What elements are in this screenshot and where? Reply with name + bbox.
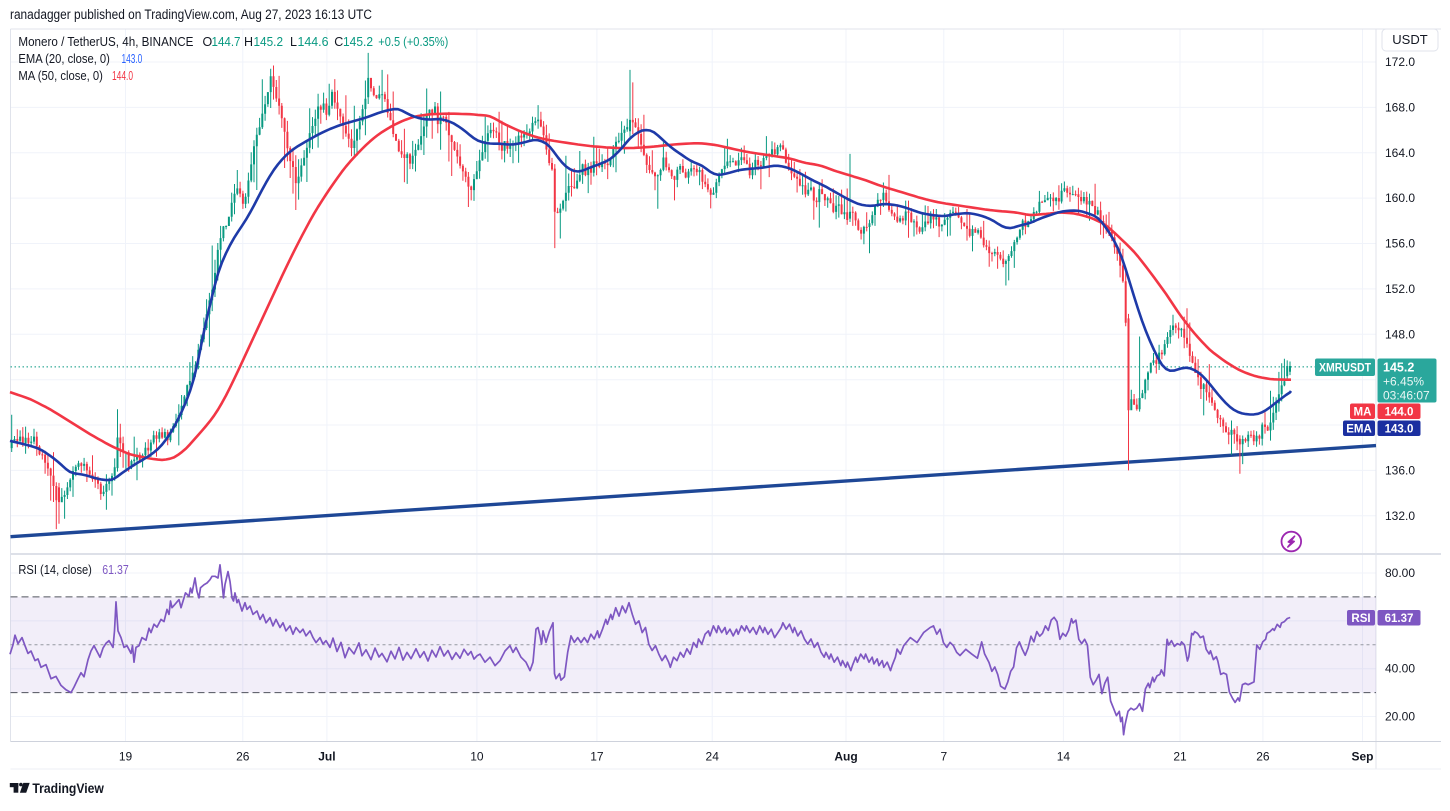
svg-text:61.37: 61.37 (102, 563, 128, 577)
svg-text:MA: MA (1354, 406, 1372, 418)
svg-text:145.2: 145.2 (254, 35, 284, 49)
svg-text:19: 19 (119, 750, 133, 764)
svg-text:TradingView: TradingView (32, 780, 104, 796)
svg-text:21: 21 (1173, 750, 1187, 764)
svg-text:USDT: USDT (1392, 32, 1427, 47)
svg-text:MA (50, close, 0): MA (50, close, 0) (18, 69, 103, 83)
svg-text:144.6: 144.6 (298, 35, 329, 49)
svg-text:168.0: 168.0 (1385, 100, 1415, 114)
svg-text:26: 26 (236, 750, 250, 764)
svg-text:H: H (244, 35, 253, 49)
svg-text:144.0: 144.0 (1385, 406, 1414, 418)
svg-text:61.37: 61.37 (1385, 613, 1414, 625)
svg-text:164.0: 164.0 (1385, 146, 1415, 160)
svg-text:Jul: Jul (318, 750, 335, 764)
svg-text:144.0: 144.0 (112, 69, 133, 83)
svg-text:152.0: 152.0 (1385, 282, 1415, 296)
svg-text:148.0: 148.0 (1385, 327, 1415, 341)
svg-text:XMRUSDT: XMRUSDT (1319, 362, 1371, 374)
svg-text:Sep: Sep (1351, 750, 1373, 764)
svg-text:20.00: 20.00 (1385, 710, 1415, 724)
svg-text:C: C (334, 35, 343, 49)
svg-text:172.0: 172.0 (1385, 55, 1415, 69)
svg-text:132.0: 132.0 (1385, 509, 1415, 523)
svg-text:RSI: RSI (1351, 613, 1370, 625)
svg-text:7: 7 (940, 750, 947, 764)
svg-text:145.2: 145.2 (1383, 361, 1414, 375)
svg-text:Aug: Aug (834, 750, 857, 764)
svg-text:ranadagger published on Tradin: ranadagger published on TradingView.com,… (10, 7, 372, 22)
svg-text:26: 26 (1256, 750, 1270, 764)
svg-text:EMA: EMA (1346, 423, 1372, 435)
svg-text:14: 14 (1057, 750, 1071, 764)
svg-text:160.0: 160.0 (1385, 191, 1415, 205)
svg-text:+0.5 (+0.35%): +0.5 (+0.35%) (378, 35, 448, 49)
svg-text:145.2: 145.2 (343, 35, 373, 49)
svg-text:03:46:07: 03:46:07 (1383, 389, 1430, 403)
svg-text:40.00: 40.00 (1385, 662, 1415, 676)
svg-text:144.7: 144.7 (212, 35, 241, 49)
svg-text:EMA (20, close, 0): EMA (20, close, 0) (18, 52, 110, 66)
svg-text:+6.45%: +6.45% (1383, 375, 1424, 389)
svg-text:80.00: 80.00 (1385, 566, 1415, 580)
svg-text:O: O (203, 35, 213, 49)
svg-text:RSI (14, close): RSI (14, close) (18, 563, 92, 577)
svg-text:136.0: 136.0 (1385, 463, 1415, 477)
svg-text:143.0: 143.0 (1385, 423, 1414, 435)
svg-text:143.0: 143.0 (122, 52, 143, 66)
svg-text:10: 10 (470, 750, 484, 764)
svg-text:L: L (290, 35, 297, 49)
svg-text:156.0: 156.0 (1385, 237, 1415, 251)
svg-text:24: 24 (706, 750, 720, 764)
svg-text:17: 17 (590, 750, 604, 764)
svg-text:Monero / TetherUS, 4h, BINANCE: Monero / TetherUS, 4h, BINANCE (18, 35, 193, 49)
